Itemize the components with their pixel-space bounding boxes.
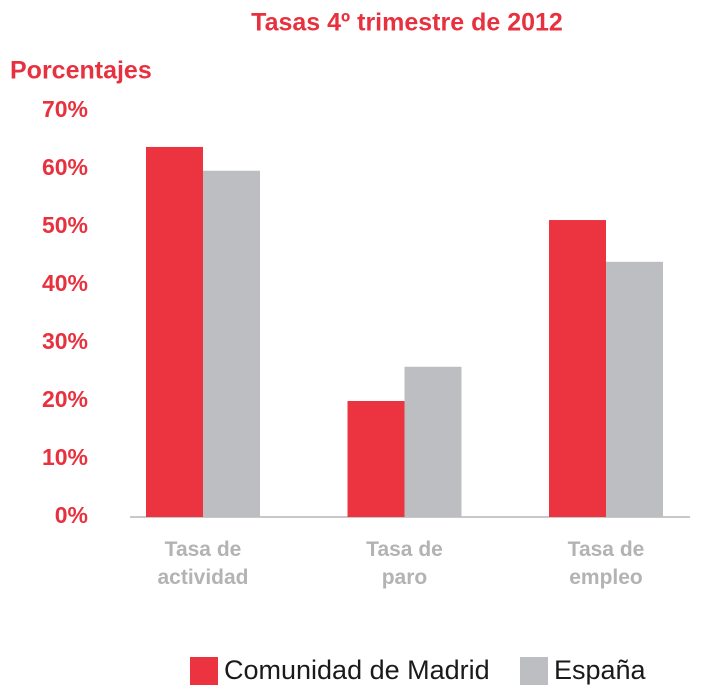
y-tick-label: 30% — [42, 328, 88, 354]
x-tick-label: Tasa de empleo — [567, 538, 645, 589]
y-tick-label: 0% — [55, 502, 88, 528]
y-tick-label: 70% — [42, 96, 88, 122]
chart-title: Tasas 4º trimestre de 2012 — [251, 9, 563, 37]
y-tick-label: 10% — [42, 444, 88, 470]
legend-swatch — [190, 657, 218, 685]
y-axis-label: Porcentajes — [10, 57, 152, 85]
x-tick-label: Tasa de paro — [366, 538, 443, 589]
bar — [606, 261, 663, 517]
x-tick-label: Tasa de actividad — [157, 538, 249, 589]
bar — [404, 366, 462, 517]
bar — [347, 401, 405, 517]
legend-label: Comunidad de Madrid — [224, 655, 490, 685]
y-tick-label: 60% — [42, 154, 88, 180]
bar — [549, 220, 606, 518]
legend-label: España — [554, 655, 647, 685]
legend-swatch — [520, 657, 548, 685]
y-tick-label: 20% — [42, 386, 88, 412]
bar — [203, 170, 260, 518]
y-tick-label: 50% — [42, 212, 88, 238]
y-tick-label: 40% — [42, 270, 88, 296]
bar — [146, 146, 203, 517]
